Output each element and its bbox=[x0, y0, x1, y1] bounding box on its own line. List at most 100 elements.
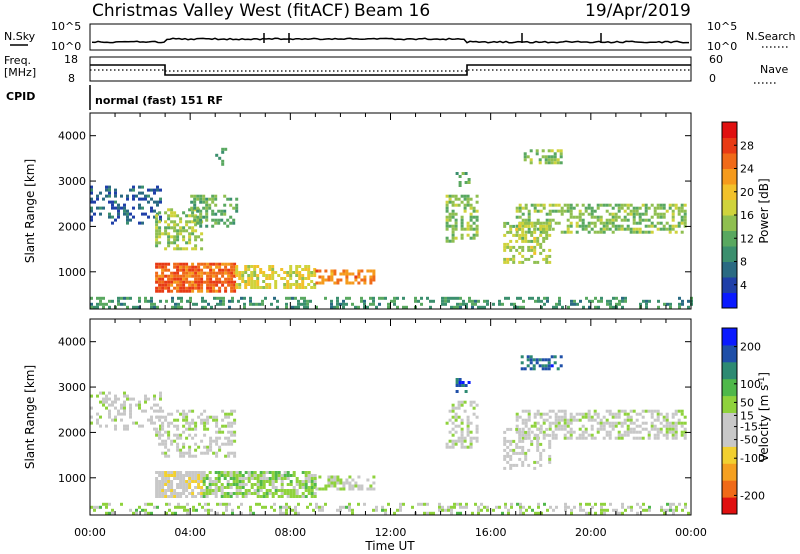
heatmap-cell bbox=[548, 442, 552, 446]
heatmap-cell bbox=[467, 181, 471, 184]
heatmap-cell bbox=[603, 511, 606, 515]
heatmap-cell bbox=[170, 474, 174, 477]
heatmap-cell bbox=[117, 203, 120, 207]
heatmap-cell bbox=[527, 430, 531, 434]
colorbar-tick-label: 8 bbox=[740, 256, 747, 269]
heatmap-cell bbox=[623, 412, 627, 416]
heatmap-cell bbox=[203, 424, 207, 428]
heatmap-cell bbox=[454, 430, 458, 434]
heatmap-cell bbox=[188, 208, 192, 212]
heatmap-cell bbox=[111, 215, 114, 219]
date-label: 19/Apr/2019 bbox=[585, 1, 691, 21]
heatmap-cell bbox=[256, 286, 260, 289]
heatmap-cell bbox=[225, 508, 228, 512]
heatmap-cell bbox=[235, 474, 239, 477]
heatmap-cell bbox=[243, 305, 246, 309]
heatmap-cell bbox=[286, 271, 290, 274]
heatmap-cell bbox=[509, 463, 513, 467]
heatmap-cell bbox=[503, 439, 507, 443]
heatmap-cell bbox=[185, 229, 189, 233]
heatmap-cell bbox=[569, 418, 573, 422]
heatmap-cell bbox=[301, 283, 305, 286]
heatmap-cell bbox=[530, 239, 534, 243]
heatmap-cell bbox=[351, 478, 355, 482]
heatmap-cell bbox=[554, 415, 558, 419]
heatmap-cell bbox=[90, 305, 93, 309]
heatmap-cell bbox=[544, 161, 548, 165]
heatmap-cell bbox=[668, 227, 672, 231]
heatmap-cell bbox=[206, 427, 210, 431]
heatmap-cell bbox=[454, 218, 458, 222]
heatmap-cell bbox=[193, 203, 197, 207]
heatmap-cell bbox=[226, 486, 230, 489]
heatmap-cell bbox=[256, 483, 260, 486]
heatmap-cell bbox=[202, 471, 206, 474]
heatmap-cell bbox=[450, 508, 453, 512]
heatmap-cell bbox=[554, 424, 558, 428]
heatmap-cell bbox=[612, 305, 615, 309]
heatmap-cell bbox=[632, 436, 636, 440]
heatmap-cell bbox=[150, 305, 153, 309]
heatmap-cell bbox=[518, 445, 522, 449]
heatmap-cell bbox=[638, 215, 642, 219]
heatmap-cell bbox=[164, 445, 168, 449]
heatmap-cell bbox=[522, 505, 525, 509]
heatmap-cell bbox=[191, 409, 195, 413]
heatmap-cell bbox=[230, 412, 234, 416]
heatmap-cell bbox=[212, 415, 216, 419]
heatmap-cell bbox=[614, 203, 618, 207]
heatmap-cell bbox=[271, 483, 275, 486]
heatmap-cell bbox=[381, 505, 384, 509]
heatmap-cell bbox=[671, 430, 675, 434]
heatmap-cell bbox=[282, 505, 285, 509]
heatmap-cell bbox=[206, 415, 210, 419]
heatmap-cell bbox=[230, 433, 234, 437]
heatmap-cell bbox=[232, 474, 236, 477]
heatmap-cell bbox=[176, 492, 180, 495]
heatmap-cell bbox=[513, 305, 516, 309]
heatmap-cell bbox=[575, 224, 579, 228]
heatmap-cell bbox=[144, 299, 147, 303]
heatmap-cell bbox=[188, 268, 192, 272]
heatmap-cell bbox=[189, 299, 192, 303]
heatmap-cell bbox=[218, 271, 222, 275]
heatmap-cell bbox=[576, 302, 579, 306]
heatmap-cell bbox=[185, 277, 189, 281]
heatmap-cell bbox=[608, 421, 612, 425]
heatmap-cell bbox=[270, 505, 273, 509]
heatmap-cell bbox=[292, 474, 296, 477]
heatmap-cell bbox=[283, 283, 287, 286]
heatmap-cell bbox=[533, 230, 537, 234]
heatmap-cell bbox=[642, 502, 645, 506]
heatmap-cell bbox=[336, 487, 340, 491]
heatmap-cell bbox=[506, 454, 510, 458]
heatmap-cell bbox=[158, 226, 162, 230]
heatmap-cell bbox=[108, 305, 111, 309]
heatmap-cell bbox=[271, 471, 275, 474]
heatmap-cell bbox=[306, 305, 309, 309]
heatmap-cell bbox=[366, 305, 369, 309]
heatmap-cell bbox=[533, 227, 537, 231]
heatmap-cell bbox=[164, 262, 168, 266]
heatmap-cell bbox=[244, 471, 248, 474]
heatmap-cell bbox=[650, 203, 654, 207]
heatmap-cell bbox=[179, 474, 183, 477]
heatmap-cell bbox=[656, 221, 660, 225]
heatmap-cell bbox=[578, 436, 582, 440]
heatmap-cell bbox=[354, 481, 358, 485]
heatmap-cell bbox=[247, 471, 251, 474]
heatmap-cell bbox=[372, 272, 376, 276]
heatmap-cell bbox=[202, 495, 206, 498]
heatmap-cell bbox=[102, 197, 105, 201]
heatmap-cell bbox=[167, 424, 171, 428]
heatmap-cell bbox=[542, 436, 546, 440]
heatmap-cell bbox=[460, 433, 464, 437]
heatmap-cell bbox=[147, 397, 150, 401]
heatmap-cell bbox=[283, 286, 287, 289]
heatmap-cell bbox=[486, 302, 489, 306]
heatmap-cell bbox=[677, 212, 681, 216]
heatmap-cell bbox=[230, 289, 234, 293]
heatmap-cell bbox=[623, 418, 627, 422]
heatmap-cell bbox=[503, 248, 507, 252]
heatmap-cell bbox=[304, 480, 308, 483]
